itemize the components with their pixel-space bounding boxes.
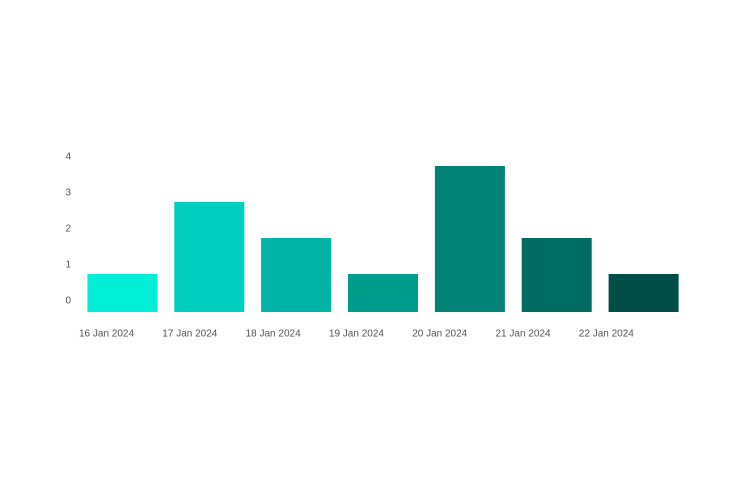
y-tick-label: 3 [65, 188, 71, 199]
bar [348, 274, 418, 312]
x-tick-label: 21 Jan 2024 [496, 329, 551, 340]
x-axis-ticks: 16 Jan 2024 17 Jan 2024 18 Jan 2024 19 Jan … [79, 329, 634, 340]
y-axis-ticks: 0 1 2 3 4 [65, 152, 71, 307]
x-tick-label: 17 Jan 2024 [162, 329, 217, 340]
x-tick-label: 20 Jan 2024 [412, 329, 467, 340]
bar [174, 202, 245, 312]
y-tick-label: 0 [65, 296, 71, 307]
bar [87, 274, 158, 312]
x-tick-label: 19 Jan 2024 [329, 329, 384, 340]
y-tick-label: 1 [65, 260, 71, 271]
y-tick-label: 4 [65, 152, 71, 163]
bar [521, 238, 592, 312]
x-tick-label: 18 Jan 2024 [246, 329, 301, 340]
y-tick-label: 2 [65, 224, 71, 235]
x-tick-label: 16 Jan 2024 [79, 329, 134, 340]
bar [261, 238, 332, 312]
bar [434, 166, 505, 312]
bar [608, 274, 679, 312]
x-tick-label: 22 Jan 2024 [579, 329, 634, 340]
bars-group [87, 166, 679, 312]
